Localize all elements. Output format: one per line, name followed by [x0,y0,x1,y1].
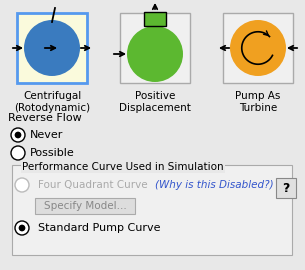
Circle shape [230,20,286,76]
Text: Positive
Displacement: Positive Displacement [119,91,191,113]
Text: Four Quadrant Curve: Four Quadrant Curve [38,180,148,190]
Circle shape [11,128,25,142]
Text: Specify Model...: Specify Model... [44,201,126,211]
Bar [223,13,293,83]
Circle shape [127,26,183,82]
Circle shape [15,178,29,192]
Bar [120,13,190,83]
Text: ?: ? [282,181,290,194]
Text: Pump As
Turbine: Pump As Turbine [235,91,281,113]
Text: Standard Pump Curve: Standard Pump Curve [38,223,160,233]
Text: (Why is this Disabled?): (Why is this Disabled?) [155,180,274,190]
Circle shape [24,20,80,76]
Bar [35,198,135,214]
Text: Possible: Possible [30,148,75,158]
Bar [12,165,292,255]
Circle shape [15,132,21,138]
Bar [144,12,166,26]
Text: Centrifugal
(Rotodynamic): Centrifugal (Rotodynamic) [14,91,90,113]
Text: Performance Curve Used in Simulation: Performance Curve Used in Simulation [22,162,224,172]
Circle shape [11,146,25,160]
Text: Reverse Flow: Reverse Flow [8,113,82,123]
Circle shape [19,225,25,231]
Text: Never: Never [30,130,63,140]
Bar [17,13,87,83]
Circle shape [15,221,29,235]
Bar [276,178,296,198]
